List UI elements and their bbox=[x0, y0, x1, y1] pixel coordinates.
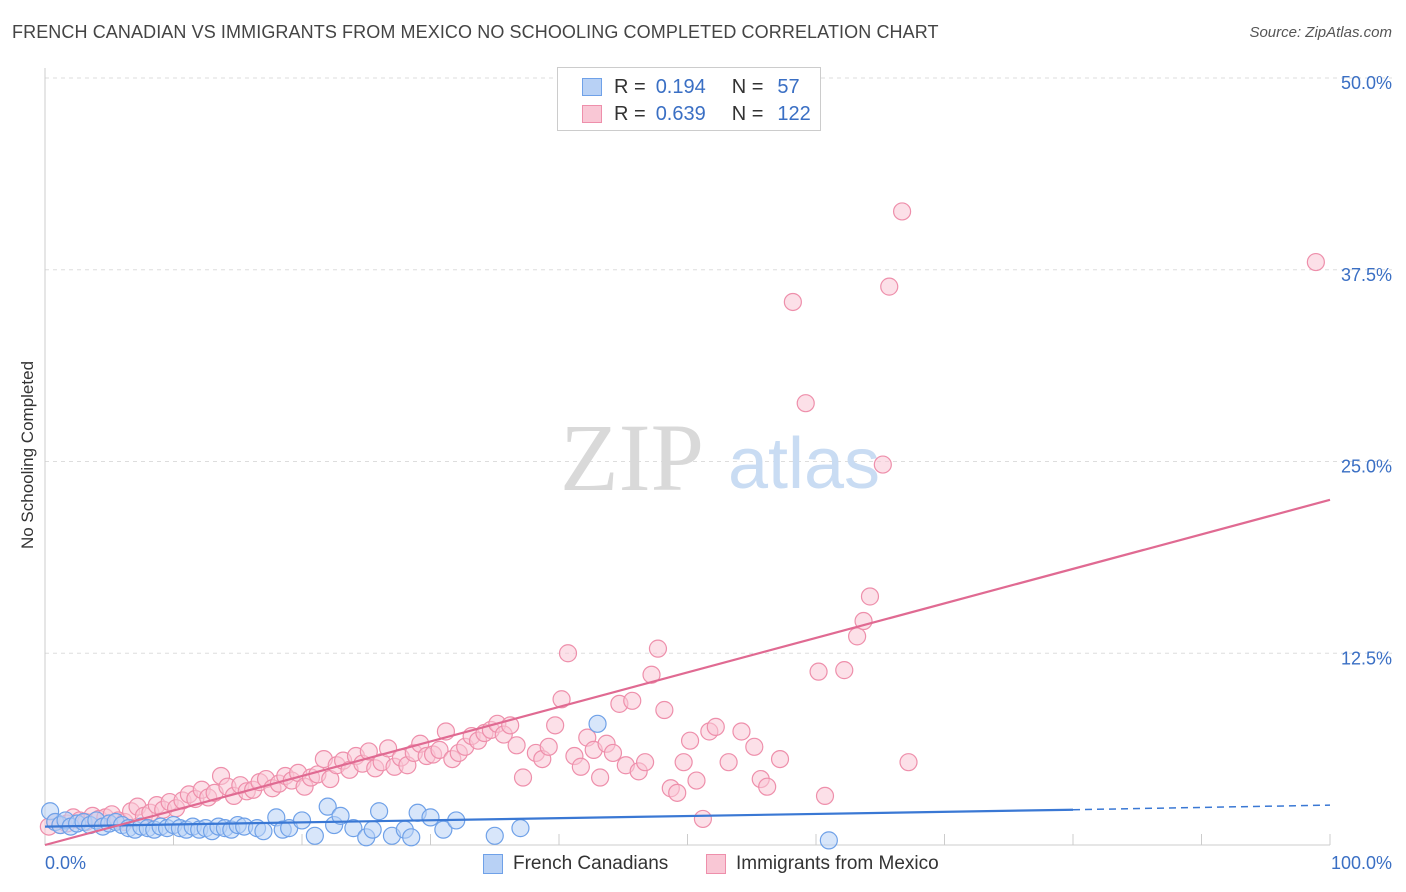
data-point bbox=[796, 394, 815, 413]
data-point bbox=[591, 768, 610, 787]
data-point bbox=[693, 809, 713, 829]
data-point bbox=[719, 753, 738, 772]
legend-row-immigrants-from-mexico: R = 0.639 N = 122 bbox=[582, 101, 811, 127]
data-point bbox=[674, 753, 693, 772]
data-point bbox=[668, 783, 687, 802]
data-point bbox=[687, 771, 706, 790]
data-point bbox=[421, 808, 440, 827]
y-tick-label: 25.0% bbox=[1341, 457, 1392, 477]
trend-line-french-canadians-extension bbox=[1072, 804, 1331, 811]
data-point bbox=[819, 831, 838, 850]
data-point bbox=[1306, 252, 1325, 272]
data-point bbox=[648, 639, 668, 658]
data-point bbox=[558, 644, 578, 663]
legend-r-value: 0.639 bbox=[655, 102, 706, 125]
bottom-legend-swatch-pink bbox=[706, 854, 726, 874]
data-point bbox=[758, 777, 777, 796]
legend-r-label: R = bbox=[614, 102, 646, 125]
legend-r-label: R = bbox=[614, 75, 646, 98]
data-point bbox=[623, 691, 642, 710]
data-point bbox=[546, 716, 565, 735]
trend-line-immigrants-from-mexico bbox=[44, 498, 1331, 847]
trend-line-french-canadians bbox=[44, 808, 1074, 828]
data-point bbox=[815, 786, 835, 806]
bottom-legend-label: Immigrants from Mexico bbox=[736, 853, 939, 874]
legend-n-label: N = bbox=[731, 75, 764, 98]
data-point bbox=[305, 826, 324, 845]
chart-title: FRENCH CANADIAN VS IMMIGRANTS FROM MEXIC… bbox=[12, 22, 939, 42]
data-point bbox=[835, 661, 854, 680]
legend-n-value: 122 bbox=[777, 102, 811, 125]
data-point bbox=[655, 700, 674, 720]
data-point bbox=[363, 820, 382, 839]
data-point bbox=[318, 797, 337, 816]
data-point bbox=[873, 455, 892, 474]
data-point bbox=[706, 717, 725, 736]
data-point bbox=[331, 806, 350, 825]
legend-n-value: 57 bbox=[777, 75, 800, 98]
data-point bbox=[848, 627, 867, 646]
bottom-legend-french-canadians: French Canadians bbox=[483, 852, 668, 876]
data-point bbox=[370, 802, 389, 821]
gridlines bbox=[45, 77, 1392, 654]
legend-swatch-pink bbox=[582, 105, 602, 123]
data-point bbox=[809, 662, 828, 681]
bottom-legend-label: French Canadians bbox=[513, 853, 669, 874]
data-point bbox=[680, 731, 700, 750]
data-point bbox=[539, 737, 558, 756]
series-french-canadians bbox=[41, 714, 838, 850]
axes bbox=[44, 68, 1331, 846]
data-point bbox=[783, 292, 802, 312]
watermark-atlas: atlas bbox=[728, 424, 880, 504]
tick-labels: 12.5% 25.0% 37.5% 50.0% 0.0% 100.0% bbox=[45, 73, 1392, 873]
source-label: Source: ZipAtlas.com bbox=[1249, 24, 1392, 41]
legend-n-label: N = bbox=[731, 102, 764, 125]
data-point bbox=[892, 202, 912, 221]
x-tick-label-max: 100.0% bbox=[1331, 853, 1392, 873]
data-point bbox=[635, 753, 655, 772]
legend-swatch-blue bbox=[582, 78, 602, 96]
watermark-zip: ZIP bbox=[560, 404, 704, 511]
data-point bbox=[430, 740, 449, 759]
data-point bbox=[770, 749, 790, 769]
bottom-legend-swatch-blue bbox=[483, 854, 503, 874]
series-immigrants-from-mexico bbox=[39, 202, 1325, 836]
y-tick-label: 37.5% bbox=[1341, 265, 1392, 285]
trend-lines bbox=[44, 498, 1331, 847]
data-point bbox=[860, 587, 880, 606]
x-tick-label-min: 0.0% bbox=[45, 853, 86, 873]
data-point bbox=[513, 768, 533, 787]
data-point bbox=[899, 753, 918, 772]
data-point bbox=[254, 822, 273, 841]
data-point bbox=[434, 820, 453, 839]
data-point bbox=[511, 819, 530, 838]
legend-row-french-canadians: R = 0.194 N = 57 bbox=[582, 74, 800, 100]
data-point bbox=[359, 742, 378, 761]
bottom-legend-immigrants-from-mexico: Immigrants from Mexico bbox=[706, 852, 939, 876]
data-point bbox=[880, 277, 899, 296]
y-tick-label: 50.0% bbox=[1341, 73, 1392, 93]
data-point bbox=[292, 811, 312, 830]
legend: R = 0.194 N = 57 R = 0.639 N = 122 bbox=[557, 67, 821, 131]
data-point bbox=[507, 736, 526, 755]
legend-r-value: 0.194 bbox=[655, 75, 706, 98]
data-point bbox=[732, 722, 751, 741]
y-tick-label: 12.5% bbox=[1341, 648, 1392, 668]
data-point bbox=[603, 743, 623, 763]
data-point bbox=[485, 826, 504, 845]
data-point bbox=[588, 714, 607, 733]
data-point bbox=[745, 737, 764, 756]
data-point bbox=[402, 828, 421, 847]
data-point bbox=[571, 757, 590, 776]
data-point bbox=[344, 819, 363, 838]
data-point bbox=[552, 690, 571, 709]
